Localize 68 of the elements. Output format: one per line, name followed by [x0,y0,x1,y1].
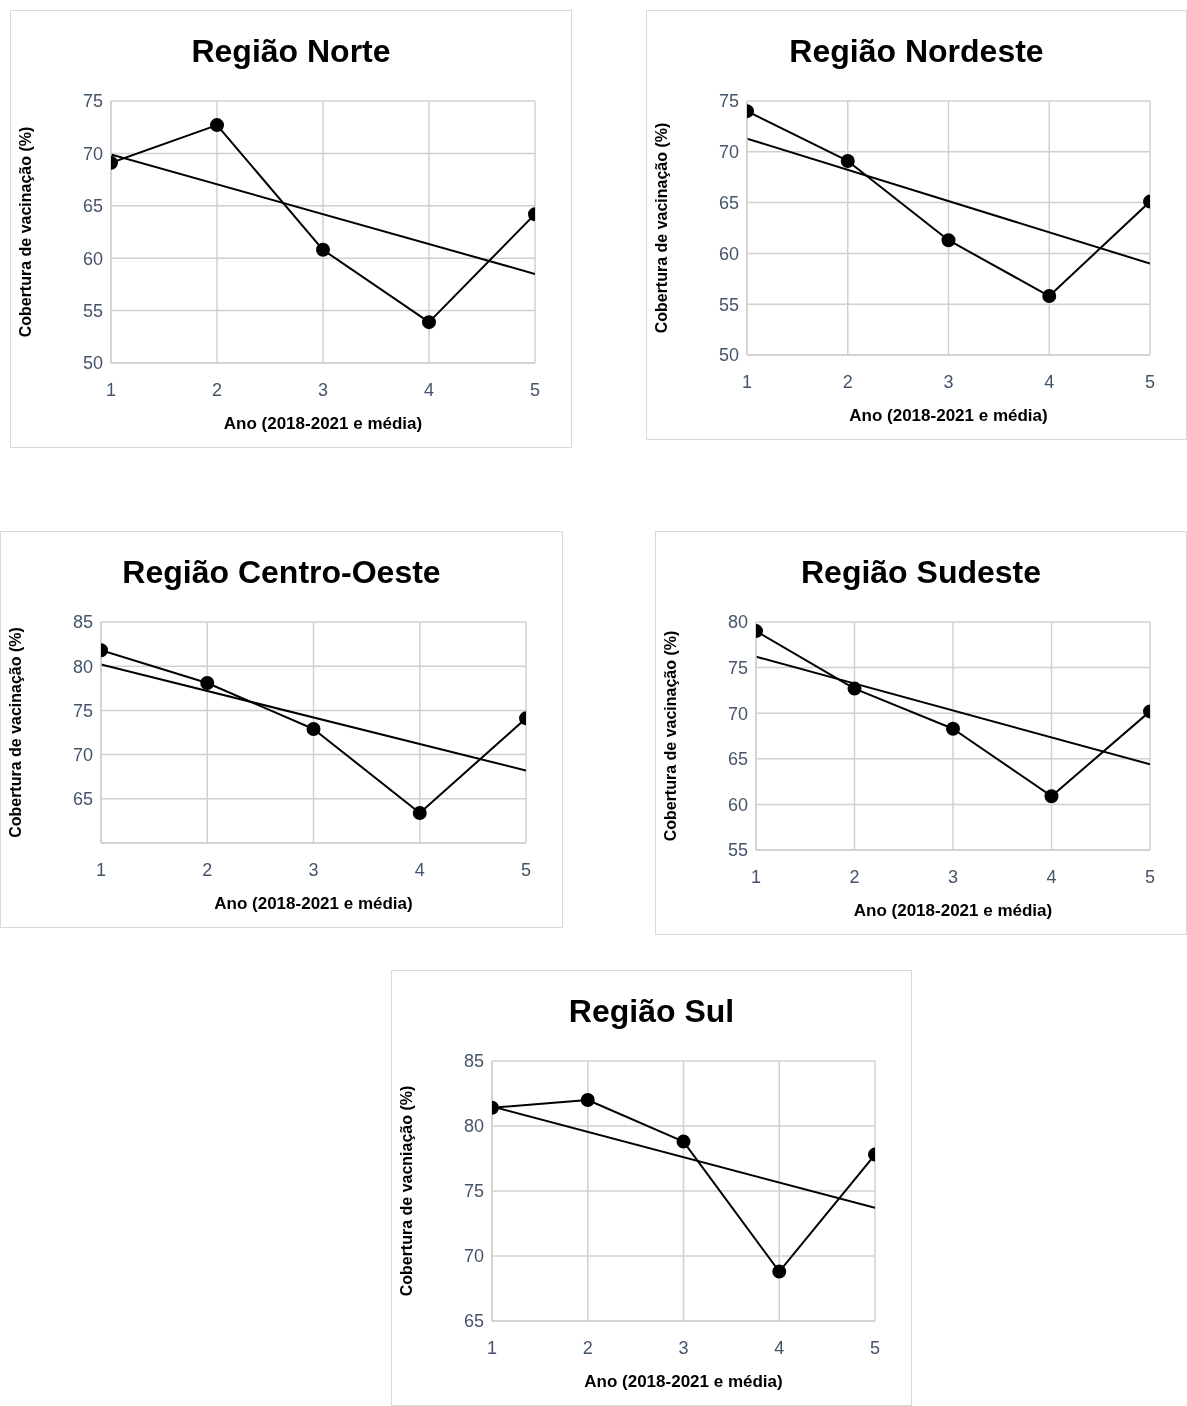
x-tick-label: 3 [317,379,329,400]
chart-title: Região Nordeste [788,31,1045,71]
chart-title: Região Sudeste [799,552,1043,592]
x-tick-label: 4 [1044,371,1055,392]
y-tick-label: 65 [72,789,93,810]
y-tick-label: 80 [72,656,93,677]
y-tick-label: 80 [727,612,748,633]
y-tick-label: 60 [727,794,748,815]
y-tick-label: 65 [463,1311,484,1332]
x-tick-label: 2 [582,1337,593,1358]
x-tick-label: 5 [869,1337,881,1358]
x-tick-label: 1 [741,371,753,392]
y-tick-label: 60 [82,248,103,269]
chart-title: Região Norte [190,31,392,71]
x-tick-label: 4 [774,1337,785,1358]
x-tick-label: 2 [849,866,860,887]
y-axis-title: Cobertura de vacinação (%) [6,627,24,838]
x-tick-label: 3 [947,866,959,887]
y-tick-label: 75 [718,91,739,112]
x-tick-label: 3 [678,1337,689,1358]
y-tick-label: 75 [72,700,93,721]
y-tick-label: 65 [82,196,103,217]
x-tick-label: 2 [842,371,853,392]
y-axis-title: Cobertura de vacniação (%) [397,1085,415,1297]
chart-title: Região Centro-Oeste [121,552,442,592]
x-tick-label: 3 [943,371,954,392]
x-tick-label: 4 [414,859,425,880]
x-tick-label: 2 [211,379,223,400]
y-tick-label: 55 [727,840,748,861]
y-tick-label: 65 [718,192,739,213]
y-tick-label: 65 [727,749,748,770]
y-tick-label: 85 [463,1051,484,1072]
x-tick-label: 1 [105,379,117,400]
x-tick-label: 5 [1144,866,1156,887]
x-tick-label: 3 [308,859,319,880]
x-tick-label: 1 [486,1337,498,1358]
y-tick-label: 60 [718,243,739,264]
y-axis-title: Cobertura de vacinação (%) [661,630,679,842]
x-tick-label: 1 [95,859,107,880]
chart-title: Região Sul [567,991,736,1031]
x-tick-label: 5 [520,859,532,880]
y-axis-title: Cobertura de vacinação (%) [16,126,34,338]
x-axis-title: Ano (2018-2021 e média) [584,1372,783,1391]
x-axis-title: Ano (2018-2021 e média) [853,901,1053,920]
y-tick-label: 70 [72,744,93,765]
x-tick-label: 2 [202,859,213,880]
x-tick-label: 5 [529,379,541,400]
x-axis-title: Ano (2018-2021 e média) [849,406,1048,425]
x-tick-label: 1 [750,866,762,887]
x-tick-label: 4 [1046,866,1057,887]
y-tick-label: 85 [72,612,93,633]
y-tick-label: 55 [82,300,103,321]
x-axis-title: Ano (2018-2021 e média) [223,414,423,433]
y-tick-label: 75 [727,657,748,678]
y-tick-label: 75 [82,91,103,112]
x-axis-title: Ano (2018-2021 e média) [214,894,413,913]
y-tick-label: 70 [463,1246,484,1267]
y-tick-label: 80 [463,1116,484,1137]
y-axis-title: Cobertura de vacinação (%) [652,122,670,334]
y-tick-label: 70 [718,142,739,163]
y-tick-label: 75 [463,1181,484,1202]
y-tick-label: 50 [82,353,103,374]
x-tick-label: 4 [423,379,435,400]
y-tick-label: 70 [82,143,103,164]
x-tick-label: 5 [1144,371,1156,392]
y-tick-label: 55 [718,294,739,315]
y-tick-label: 70 [727,703,748,724]
y-tick-label: 50 [718,345,739,366]
